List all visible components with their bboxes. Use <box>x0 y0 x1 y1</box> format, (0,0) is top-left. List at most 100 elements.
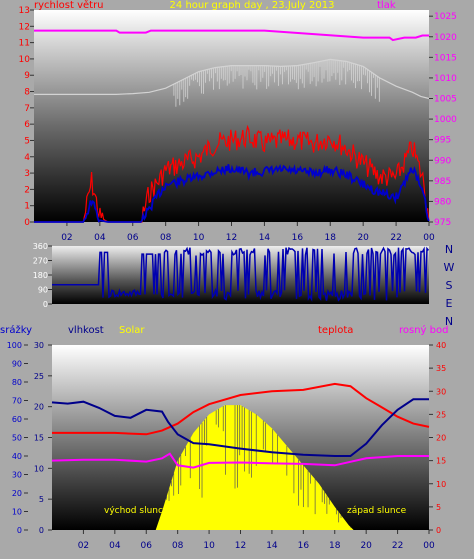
precip-tick: 70 <box>12 397 22 406</box>
pressure-tick: 985 <box>434 177 451 187</box>
pressure-tick: 995 <box>434 136 451 146</box>
pressure-tick: 980 <box>434 197 451 207</box>
gust-spikes <box>173 59 380 107</box>
wind-speed-tick: 5 <box>24 136 30 146</box>
wind-speed-tick: 1 <box>24 202 30 212</box>
pressure-tick: 1000 <box>434 115 457 125</box>
temperature-tick: 20 <box>436 434 446 443</box>
humidity-tick: 5 <box>39 495 44 504</box>
time-tick: 18 <box>325 233 337 243</box>
wind-speed-axis-label: rychlost větru <box>34 0 104 11</box>
series-solar <box>52 405 429 530</box>
time-tick: 22 <box>390 233 401 243</box>
precip-tick: 100 <box>7 341 22 350</box>
precip-tick: 50 <box>12 434 22 443</box>
humidity-tick: 10 <box>34 464 44 473</box>
time-tick: 18 <box>329 541 341 551</box>
time-tick: 16 <box>298 541 310 551</box>
time-tick: 04 <box>109 541 121 551</box>
direction-ticks: 360 270 180 90 0 <box>33 242 52 309</box>
humidity-tick: 25 <box>34 372 44 381</box>
humidity-tick: 15 <box>34 434 44 443</box>
precip-tick: 40 <box>12 452 22 461</box>
series-dew-point <box>51 452 429 469</box>
time-tick: 00 <box>423 233 435 243</box>
chart-title: 24 hour graph day , 23.July 2013 <box>170 0 335 11</box>
time-tick: 10 <box>203 541 215 551</box>
direction-tick: 0 <box>43 300 48 309</box>
time-tick: 00 <box>423 541 435 551</box>
pressure-tick: 1005 <box>434 95 457 105</box>
precip-axis-label: srážky <box>0 324 32 336</box>
time-tick: 14 <box>266 541 278 551</box>
solar-axis-label: Solar <box>119 325 145 336</box>
sunrise-label: východ slunce <box>104 506 169 516</box>
direction-series <box>52 246 430 302</box>
pressure-tick: 1025 <box>434 12 457 22</box>
wind-speed-tick: 10 <box>19 55 31 65</box>
series-gust-pressure <box>34 58 430 100</box>
temperature-tick: 10 <box>436 480 446 489</box>
wind-speed-tick: 7 <box>24 104 30 114</box>
pressure-tick: 1010 <box>434 74 457 84</box>
direction-tick: 90 <box>38 286 48 295</box>
pressure-tick: 975 <box>434 218 451 228</box>
compass-letter-n: N <box>445 243 453 256</box>
precip-tick: 0 <box>17 526 22 535</box>
wind-speed-tick: 2 <box>24 185 30 195</box>
series-temperature <box>52 382 430 436</box>
direction-tick: 360 <box>33 242 48 251</box>
precip-tick: 30 <box>12 471 22 480</box>
pressure-tick: 990 <box>434 156 451 166</box>
pressure-axis-label: tlak <box>377 0 396 11</box>
wind-chart-series <box>34 29 430 223</box>
precip-tick: 80 <box>12 378 22 387</box>
pressure-tick: 1015 <box>434 53 457 63</box>
compass-letter-s: S <box>446 279 453 292</box>
humidity-axis-label: vlhkost <box>68 325 104 336</box>
wind-speed-tick: 6 <box>24 120 30 130</box>
time-tick: 10 <box>193 233 205 243</box>
pressure-ticks: 975 980 985 990 995 1000 1005 1010 1015 1020 1025 <box>429 12 457 228</box>
temperature-tick: 30 <box>436 387 446 396</box>
series-wind-avg <box>34 164 430 223</box>
time-tick: 08 <box>172 541 184 551</box>
wind-speed-tick: 3 <box>24 169 30 179</box>
pressure-tick: 1020 <box>434 33 457 43</box>
wind-speed-tick: 9 <box>24 71 30 81</box>
direction-tick: 270 <box>33 257 48 266</box>
time-tick: 12 <box>226 233 237 243</box>
time-tick: 04 <box>94 233 106 243</box>
temperature-tick: 15 <box>436 457 446 466</box>
humidity-ticks: 0 5 10 15 20 25 30 <box>34 341 52 535</box>
compass-letter-n: N <box>445 315 453 328</box>
wind-speed-tick: 4 <box>24 153 30 163</box>
time-tick: 02 <box>61 233 72 243</box>
series-pressure <box>34 29 429 42</box>
dew-point-axis-label: rosný bod <box>399 324 448 336</box>
humidity-tick: 30 <box>34 341 44 350</box>
time-tick: 20 <box>360 541 372 551</box>
series-direction <box>52 246 430 302</box>
time-tick: 08 <box>160 233 172 243</box>
time-tick: 06 <box>141 541 153 551</box>
compass-letter-e: E <box>446 297 453 310</box>
time-tick: 02 <box>78 541 89 551</box>
sunset-label: západ slunce <box>347 506 407 516</box>
humidity-tick: 0 <box>39 526 44 535</box>
temperature-tick: 25 <box>436 410 446 419</box>
temperature-tick: 5 <box>436 503 441 512</box>
time-tick: 12 <box>235 541 246 551</box>
precip-tick: 90 <box>12 360 22 369</box>
time-axis-top: 02 04 06 08 10 12 14 16 18 20 22 00 <box>61 222 435 243</box>
time-axis-bottom: 02 04 06 08 10 12 14 16 18 20 22 00 <box>78 530 435 551</box>
direction-tick: 180 <box>33 271 48 280</box>
time-tick: 06 <box>127 233 139 243</box>
time-tick: 14 <box>259 233 271 243</box>
wind-speed-tick: 12 <box>19 22 30 32</box>
humidity-tick: 20 <box>34 403 44 412</box>
time-tick: 16 <box>292 233 304 243</box>
time-tick: 22 <box>392 541 403 551</box>
